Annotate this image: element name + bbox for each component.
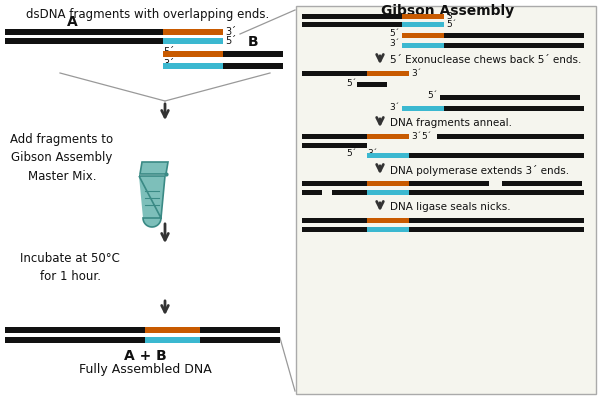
Text: 3´: 3´	[163, 59, 174, 69]
Bar	[409, 181, 489, 186]
Bar	[444, 33, 584, 38]
Bar	[367, 190, 409, 195]
Bar	[444, 106, 584, 111]
Text: Fully Assembled DNA: Fully Assembled DNA	[79, 362, 211, 376]
Text: 3´: 3´	[411, 69, 421, 78]
FancyBboxPatch shape	[296, 6, 596, 394]
Bar	[437, 134, 584, 139]
Bar	[5, 337, 280, 343]
Text: Add fragments to
Gibson Assembly
Master Mix.: Add fragments to Gibson Assembly Master …	[10, 134, 113, 183]
Bar	[163, 63, 223, 69]
Bar	[223, 51, 283, 57]
Bar	[409, 227, 584, 232]
Bar	[163, 38, 223, 44]
Bar	[145, 327, 200, 333]
Text: 5´: 5´	[446, 20, 456, 29]
Text: A + B: A + B	[124, 349, 166, 363]
Polygon shape	[139, 176, 165, 218]
Text: dsDNA fragments with overlapping ends.: dsDNA fragments with overlapping ends.	[26, 8, 269, 21]
Bar	[367, 71, 409, 76]
Bar	[5, 29, 163, 35]
Text: 5´: 5´	[421, 132, 431, 141]
Bar	[302, 181, 367, 186]
Text: DNA polymerase extends 3´ ends.: DNA polymerase extends 3´ ends.	[390, 164, 569, 176]
Bar	[302, 227, 367, 232]
Bar	[402, 14, 444, 19]
Text: Incubate at 50°C
for 1 hour.: Incubate at 50°C for 1 hour.	[20, 253, 120, 283]
Bar	[409, 218, 584, 223]
Text: B: B	[248, 35, 259, 49]
Bar	[367, 153, 409, 158]
Text: 3´: 3´	[390, 40, 400, 49]
Bar	[402, 43, 444, 48]
Bar	[402, 33, 444, 38]
Bar	[5, 38, 163, 44]
Text: 5´ Exonuclease chews back 5´ ends.: 5´ Exonuclease chews back 5´ ends.	[390, 55, 581, 65]
Text: DNA fragments anneal.: DNA fragments anneal.	[390, 118, 512, 128]
Bar	[502, 181, 582, 186]
Bar	[440, 95, 580, 100]
Bar	[402, 106, 444, 111]
Text: 3´: 3´	[411, 132, 421, 141]
Text: A: A	[67, 15, 77, 29]
Bar	[302, 14, 402, 19]
Bar	[145, 337, 200, 343]
Text: 5´: 5´	[163, 47, 174, 57]
Polygon shape	[143, 218, 161, 227]
Text: 5´: 5´	[347, 79, 357, 87]
Bar	[367, 181, 409, 186]
Bar	[367, 134, 409, 139]
Text: 5´: 5´	[225, 36, 236, 46]
Bar	[302, 218, 367, 223]
Bar	[409, 153, 584, 158]
Bar	[302, 143, 367, 148]
Text: 5´: 5´	[347, 149, 357, 158]
Bar	[163, 29, 223, 35]
Text: 3´: 3´	[225, 27, 236, 37]
Bar	[302, 22, 402, 27]
Bar	[332, 190, 367, 195]
Text: 5´: 5´	[427, 92, 437, 101]
Bar	[302, 190, 322, 195]
Bar	[357, 82, 387, 87]
Text: 3´: 3´	[390, 102, 400, 111]
Bar	[409, 190, 584, 195]
Bar	[302, 71, 367, 76]
Bar	[163, 51, 223, 57]
Bar	[367, 218, 409, 223]
Bar	[367, 227, 409, 232]
Bar	[402, 22, 444, 27]
Bar	[223, 63, 283, 69]
Text: 3´: 3´	[367, 149, 377, 158]
Bar	[444, 43, 584, 48]
Text: Gibson Assembly: Gibson Assembly	[382, 4, 515, 18]
Text: 3´: 3´	[446, 12, 456, 21]
Bar	[5, 327, 280, 333]
Text: 5´: 5´	[390, 30, 400, 39]
Bar	[302, 134, 367, 139]
Text: DNA ligase seals nicks.: DNA ligase seals nicks.	[390, 202, 511, 212]
PathPatch shape	[140, 162, 168, 174]
